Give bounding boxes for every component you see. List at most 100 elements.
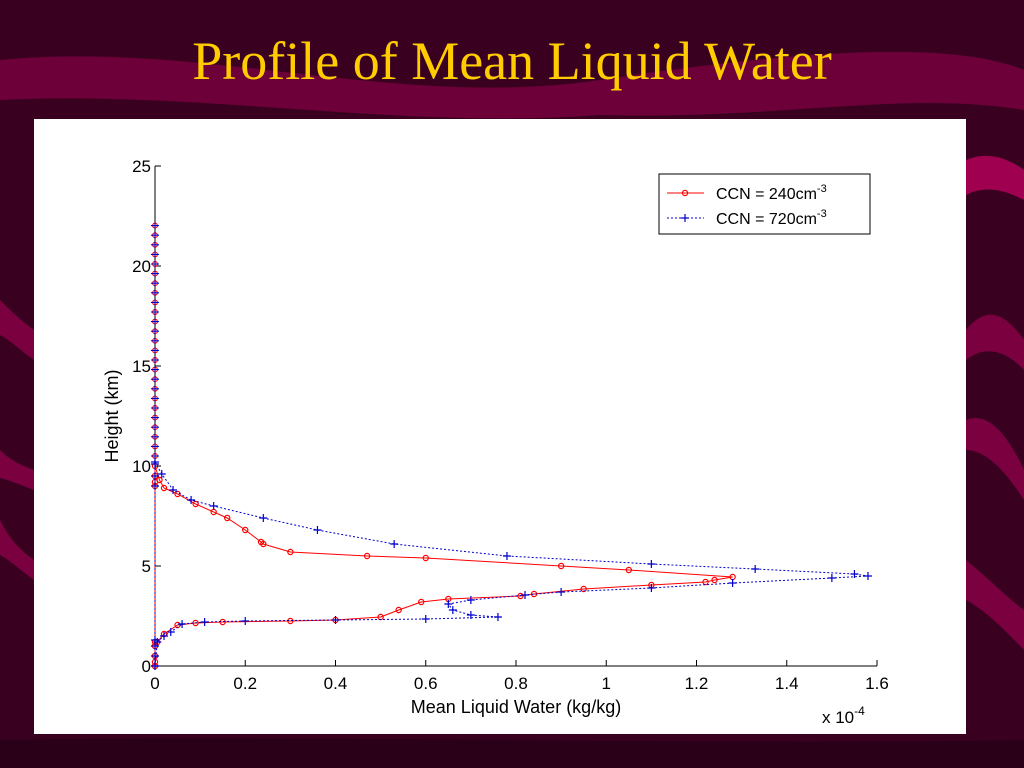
- data-point: [151, 482, 159, 490]
- legend-label: CCN = 240cm-3: [716, 183, 827, 203]
- data-point: [151, 347, 159, 354]
- y-tick-label: 20: [132, 257, 151, 276]
- data-point: [151, 414, 159, 421]
- x-ticks: 0 0.2 0.4 0.6 0.8 1 1.2 1.4 1.6: [150, 660, 889, 693]
- data-point: [493, 613, 502, 621]
- x-tick-label: 0.6: [414, 674, 438, 693]
- data-point: [521, 591, 530, 599]
- y-tick-label: 15: [132, 357, 151, 376]
- data-point: [151, 241, 159, 248]
- data-point: [166, 628, 175, 636]
- series-line: [154, 465, 733, 666]
- legend-label-text: CCN = 720cm: [716, 211, 817, 228]
- data-point: [151, 289, 159, 296]
- data-point: [448, 606, 457, 614]
- series-line: [154, 460, 869, 667]
- data-point: [151, 443, 159, 450]
- plot-panel: 0 0.2 0.4 0.6 0.8 1 1.2 1.4 1.6 0 5 10 15 20 25 Mean …: [34, 119, 966, 734]
- data-point: [151, 261, 159, 267]
- data-point: [151, 251, 159, 258]
- data-point: [647, 560, 656, 568]
- data-point: [157, 470, 166, 478]
- x-tick-label: 1: [602, 674, 611, 693]
- data-point: [751, 565, 760, 573]
- data-point: [625, 566, 633, 574]
- profile-chart: 0 0.2 0.4 0.6 0.8 1 1.2 1.4 1.6 0 5 10 15 20 25 Mean …: [102, 157, 889, 727]
- data-point: [331, 616, 340, 624]
- data-point: [241, 617, 250, 625]
- x-axis-label: Mean Liquid Water (kg/kg): [411, 697, 621, 717]
- data-point: [580, 585, 587, 593]
- y-axis-label: Height (km): [102, 369, 122, 462]
- data-point: [151, 280, 159, 287]
- data-point: [192, 500, 199, 508]
- data-point: [444, 600, 453, 608]
- data-point: [151, 453, 159, 459]
- data-point: [151, 270, 159, 277]
- data-point: [160, 484, 168, 492]
- data-point: [151, 232, 159, 239]
- x-multiplier-label: x 10-4: [822, 704, 865, 727]
- data-point: [223, 514, 231, 522]
- series-2: [151, 458, 872, 670]
- data-point: [466, 596, 475, 604]
- series-1: [151, 462, 736, 670]
- y-ticks: 0 5 10 15 20 25: [132, 157, 161, 676]
- data-point: [151, 458, 159, 466]
- data-point: [702, 578, 709, 586]
- x-tick-label: 1.2: [685, 674, 709, 693]
- data-point: [151, 357, 159, 363]
- x-tick-label: 0.8: [504, 674, 528, 693]
- data-point: [728, 579, 737, 587]
- legend-label-superscript: -3: [817, 183, 827, 195]
- legend-label-superscript: -3: [817, 208, 827, 220]
- data-point: [422, 554, 429, 562]
- legend-label-text: CCN = 240cm: [716, 186, 817, 203]
- data-point: [187, 496, 196, 504]
- data-point: [242, 526, 249, 534]
- x-multiplier-exponent: -4: [854, 704, 865, 718]
- data-point: [557, 588, 566, 596]
- data-point: [850, 570, 859, 578]
- data-point: [466, 611, 475, 619]
- data-point: [502, 552, 511, 560]
- data-point: [827, 574, 836, 582]
- axes: [154, 166, 877, 667]
- top-zero-markers: [151, 222, 159, 459]
- data-point: [151, 662, 159, 670]
- data-point: [151, 385, 159, 392]
- y-tick-label: 5: [142, 557, 151, 576]
- data-point: [160, 632, 169, 640]
- x-tick-label: 0: [150, 674, 159, 693]
- legend-marker: [681, 214, 689, 222]
- data-point: [711, 576, 718, 584]
- data-point: [209, 502, 218, 510]
- data-point: [421, 615, 430, 623]
- y-tick-label: 0: [142, 657, 151, 676]
- data-point: [557, 562, 565, 570]
- x-tick-label: 0.2: [233, 674, 257, 693]
- data-point: [259, 514, 268, 522]
- data-point: [151, 318, 159, 325]
- x-tick-label: 1.6: [865, 674, 889, 693]
- y-tick-label: 10: [132, 457, 151, 476]
- data-point: [647, 584, 656, 592]
- data-point: [178, 620, 187, 628]
- legend-label: CCN = 720cm-3: [716, 208, 827, 228]
- data-point: [200, 618, 209, 626]
- legend-box: [658, 173, 871, 235]
- x-multiplier-base: x 10: [822, 708, 854, 727]
- data-point: [863, 572, 872, 580]
- data-point: [151, 433, 159, 440]
- data-point: [418, 598, 425, 606]
- data-point: [151, 366, 159, 373]
- data-point: [151, 472, 159, 480]
- data-point: [151, 299, 159, 306]
- data-point: [151, 424, 159, 431]
- data-point: [151, 376, 159, 383]
- data-point: [151, 652, 159, 660]
- data-point: [313, 526, 322, 534]
- data-point: [151, 222, 159, 229]
- legend-entry: CCN = 720cm-3: [667, 208, 827, 228]
